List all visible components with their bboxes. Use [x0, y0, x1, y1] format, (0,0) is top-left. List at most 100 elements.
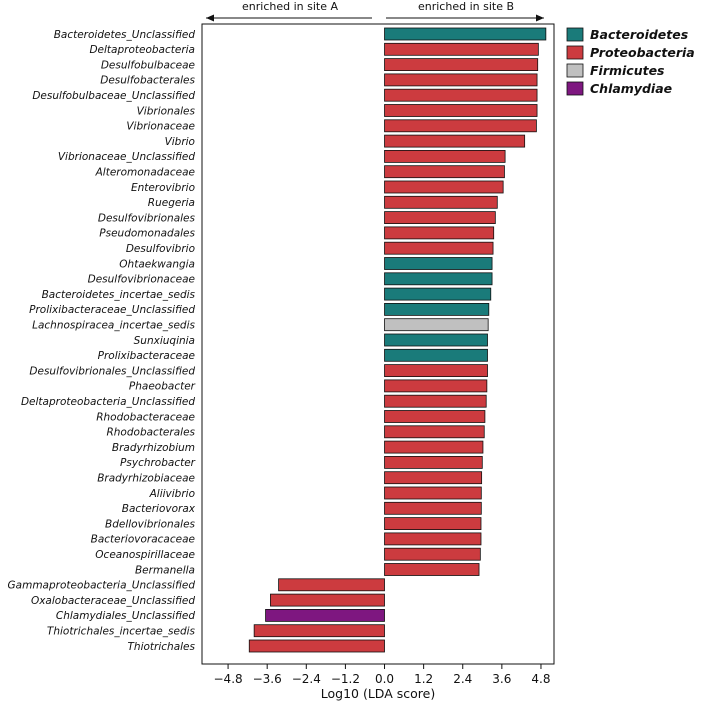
bar-bacteriovorax — [384, 501, 482, 515]
category-label: Psychrobacter — [120, 457, 196, 469]
bar-sunxiuqinia — [384, 333, 488, 347]
bar-vibrionales — [384, 104, 538, 117]
arrow-head-site-a — [206, 14, 214, 22]
bar-vibrionaceae-unclassified — [384, 149, 506, 163]
category-label: Desulfobacterales — [100, 75, 195, 87]
bar-chlamydiales-unclassified — [265, 609, 385, 622]
bar-ruegeria — [384, 195, 498, 209]
bar-deltaproteobacteria — [384, 42, 539, 56]
bar-desulfovibrionaceae — [384, 272, 493, 286]
arrow-head-site-b — [536, 14, 544, 22]
category-label: Deltaproteobacteria_Unclassified — [21, 396, 195, 408]
category-label: Bermanella — [135, 564, 195, 576]
bar-enterovibrio — [384, 180, 504, 194]
bar-gammaproteobacteria-unclassified — [278, 578, 385, 592]
category-label: Pseudomonadales — [99, 228, 195, 240]
legend-swatch-firmicutes — [566, 63, 584, 78]
bars-group — [248, 27, 547, 653]
category-label: Bradyrhizobiaceae — [97, 473, 195, 485]
category-label: Desulfovibrio — [126, 243, 195, 255]
legend-swatch-chlamydiae — [566, 81, 584, 96]
x-tick-label: −1.2 — [331, 672, 360, 686]
enriched-site-b-label: enriched in site B — [418, 0, 514, 13]
bar-phaeobacter — [384, 379, 488, 393]
category-label: Vibrio — [165, 136, 195, 148]
bar-vibrionaceae — [384, 119, 537, 133]
category-label: Bacteriovoracaceae — [91, 534, 195, 546]
category-label: Gammaproteobacteria_Unclassified — [8, 580, 196, 592]
category-label: Bacteroidetes_incertae_sedis — [42, 289, 196, 301]
category-label: Vibrionaceae — [126, 121, 195, 133]
bar-desulfobulbaceae — [384, 58, 539, 71]
category-label: Sunxiuqinia — [134, 335, 195, 347]
x-axis-title: Log10 (LDA score) — [321, 686, 435, 701]
category-label: Deltaproteobacteria — [89, 44, 195, 56]
category-label: Prolixibacteraceae_Unclassified — [29, 304, 195, 316]
bar-alteromonadaceae — [384, 165, 505, 179]
category-label: Oxalobacteraceae_Unclassified — [31, 595, 195, 607]
category-label: Desulfobulbaceae — [101, 59, 195, 71]
x-tick-label: 1.2 — [414, 672, 433, 686]
x-tick-label: 4.8 — [531, 672, 550, 686]
category-label: Chlamydiales_Unclassified — [56, 610, 195, 622]
category-label: Bacteriovorax — [122, 503, 196, 515]
enrichment-annotations: enriched in site A enriched in site B — [206, 0, 544, 22]
x-tick-label: −2.4 — [292, 672, 321, 686]
bar-bacteroidetes-incertae-sedis — [384, 287, 492, 301]
bar-bdellovibrionales — [384, 517, 482, 530]
bar-rhodobacteraceae — [384, 410, 486, 423]
bar-ohtaekwangia — [384, 257, 493, 270]
category-label: Alteromonadaceae — [95, 167, 195, 179]
legend-swatch-proteobacteria — [566, 45, 584, 60]
category-label: Prolixibacteraceae — [98, 350, 195, 362]
category-label: Desulfovibrionales — [98, 212, 196, 224]
bar-desulfovibrio — [384, 241, 494, 255]
category-label: Ohtaekwangia — [119, 258, 195, 270]
bar-desulfovibrionales — [384, 211, 496, 225]
bar-aliivibrio — [384, 486, 482, 500]
category-label: Rhodobacterales — [106, 427, 195, 439]
plot-frame — [201, 23, 555, 665]
category-labels: Bacteroidetes_Unclassified Deltaproteobac… — [8, 29, 196, 653]
bar-desulfobacterales — [384, 73, 538, 87]
enriched-site-a-label: enriched in site A — [242, 0, 338, 13]
bar-desulfovibrionales-unclassified — [384, 364, 488, 378]
x-tick-label: −4.8 — [214, 672, 243, 686]
bar-bradyrhizobium — [384, 440, 484, 454]
legend-label-firmicutes: Firmicutes — [590, 63, 665, 78]
bar-thiotrichales-incertae-sedis — [253, 624, 385, 638]
x-tick-label: 0.0 — [375, 672, 394, 686]
category-label: Vibrionaceae_Unclassified — [58, 151, 195, 163]
category-label: Aliivibrio — [149, 488, 195, 500]
category-label: Bdellovibrionales — [105, 518, 196, 530]
bar-bradyrhizobiaceae — [384, 471, 483, 485]
category-label: Desulfovibrionales_Unclassified — [29, 365, 195, 377]
category-label: Thiotrichales — [128, 641, 196, 653]
category-label: Bradyrhizobium — [112, 442, 195, 454]
category-label: Phaeobacter — [129, 381, 196, 393]
bar-psychrobacter — [384, 455, 483, 469]
legend-swatch-bacteroidetes — [566, 27, 584, 42]
category-label: Enterovibrio — [131, 182, 195, 194]
bar-oxalobacteraceae-unclassified — [270, 593, 385, 607]
category-label: Lachnospiracea_incertae_sedis — [32, 320, 195, 332]
bar-pseudomonadales — [384, 226, 495, 240]
bar-deltaproteobacteria-unclassified — [384, 394, 487, 408]
bar-bacteroidetes-unclassified — [384, 27, 547, 41]
bar-rhodobacterales — [384, 425, 485, 439]
category-label: Thiotrichales_incertae_sedis — [47, 626, 196, 638]
x-tick-label: −3.6 — [253, 672, 282, 686]
legend: Bacteroidetes Proteobacteria Firmicutes Chl… — [566, 27, 695, 96]
bar-bermanella — [384, 563, 480, 576]
category-label: Ruegeria — [148, 197, 195, 209]
legend-label-chlamydiae: Chlamydiae — [590, 81, 672, 96]
bar-bacteriovoracaceae — [384, 532, 482, 546]
bar-thiotrichales — [248, 639, 385, 653]
bar-prolixibacteraceae — [384, 348, 488, 362]
bar-prolixibacteraceae-unclassified — [384, 302, 490, 316]
x-axis-ticks: −4.8 −3.6 −2.4 −1.2 0.0 1.2 2.4 3.6 4.8 — [214, 664, 551, 686]
category-label: Desulfobulbaceae_Unclassified — [32, 90, 195, 102]
category-label: Bacteroidetes_Unclassified — [54, 29, 196, 41]
x-tick-label: 3.6 — [492, 672, 511, 686]
